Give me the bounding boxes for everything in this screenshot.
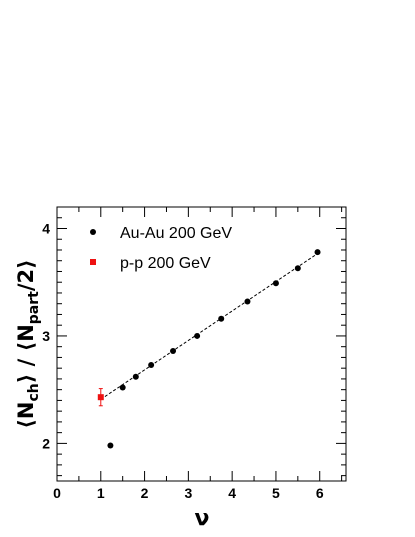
au-au-data-point — [244, 298, 251, 305]
legend-marker-au-au — [90, 229, 96, 235]
y-axis-ticks: 2 3 4 — [42, 206, 346, 477]
y-tick-label: 4 — [42, 220, 50, 236]
x-tick-label: 6 — [316, 485, 324, 501]
au-au-data-point — [148, 361, 155, 368]
y-title-sub-ch: ch — [26, 383, 42, 401]
x-axis-title: ν — [195, 506, 210, 531]
y-title-suffix: /2⟩ — [14, 259, 38, 291]
x-tick-label: 3 — [184, 485, 192, 501]
data-points — [97, 249, 321, 449]
x-tick-label: 2 — [141, 485, 149, 501]
y-title-middle: ⟩ / ⟨N — [14, 324, 38, 383]
au-au-data-point — [218, 315, 225, 322]
au-au-data-point — [294, 265, 301, 272]
au-au-data-point — [272, 280, 279, 287]
au-au-data-point — [132, 373, 139, 380]
y-tick-label: 3 — [42, 328, 50, 344]
au-au-data-point — [314, 249, 321, 256]
au-au-data-point — [119, 384, 126, 391]
x-tick-label: 0 — [53, 485, 61, 501]
au-au-data-point — [107, 442, 114, 449]
y-tick-label: 2 — [42, 435, 50, 451]
plot-frame — [56, 206, 347, 482]
y-title-sub-part: part — [26, 291, 42, 324]
y-title-prefix: ⟨N — [14, 402, 38, 429]
x-tick-label: 4 — [228, 485, 236, 501]
fit-line — [100, 251, 321, 400]
legend: Au-Au 200 GeV p-p 200 GeV — [90, 225, 232, 272]
au-au-data-point — [194, 332, 201, 339]
x-tick-label: 1 — [97, 485, 105, 501]
pp-data-point — [97, 394, 104, 401]
legend-label-au-au: Au-Au 200 GeV — [120, 225, 232, 242]
y-axis-title: ⟨Nch⟩ / ⟨Npart/2⟩ — [14, 259, 42, 428]
legend-marker-pp — [90, 259, 96, 265]
x-axis-ticks: 0 1 2 3 4 5 6 — [53, 207, 343, 501]
legend-label-pp: p-p 200 GeV — [120, 255, 211, 272]
x-tick-label: 5 — [272, 485, 280, 501]
au-au-data-point — [170, 347, 177, 354]
